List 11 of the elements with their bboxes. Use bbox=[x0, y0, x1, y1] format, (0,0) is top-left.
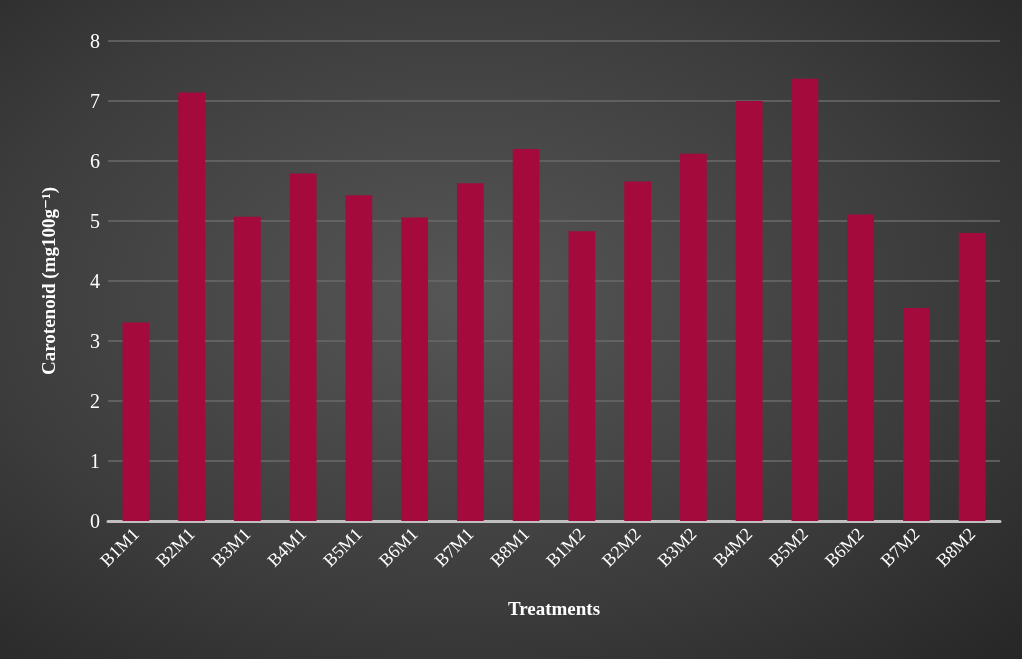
y-tick-label: 0 bbox=[90, 510, 100, 532]
y-tick-label: 8 bbox=[90, 30, 100, 52]
y-tick-label: 1 bbox=[90, 450, 100, 472]
y-axis-title: Carotenoid (mg100g⁻¹) bbox=[38, 187, 60, 375]
x-axis-title: Treatments bbox=[507, 598, 601, 619]
y-tick-label: 5 bbox=[90, 210, 100, 232]
y-tick-label: 3 bbox=[90, 330, 100, 352]
y-tick-label: 2 bbox=[90, 390, 100, 412]
y-tick-label: 6 bbox=[90, 150, 100, 172]
y-tick-label: 4 bbox=[90, 270, 100, 292]
y-tick-label: 7 bbox=[90, 90, 100, 112]
